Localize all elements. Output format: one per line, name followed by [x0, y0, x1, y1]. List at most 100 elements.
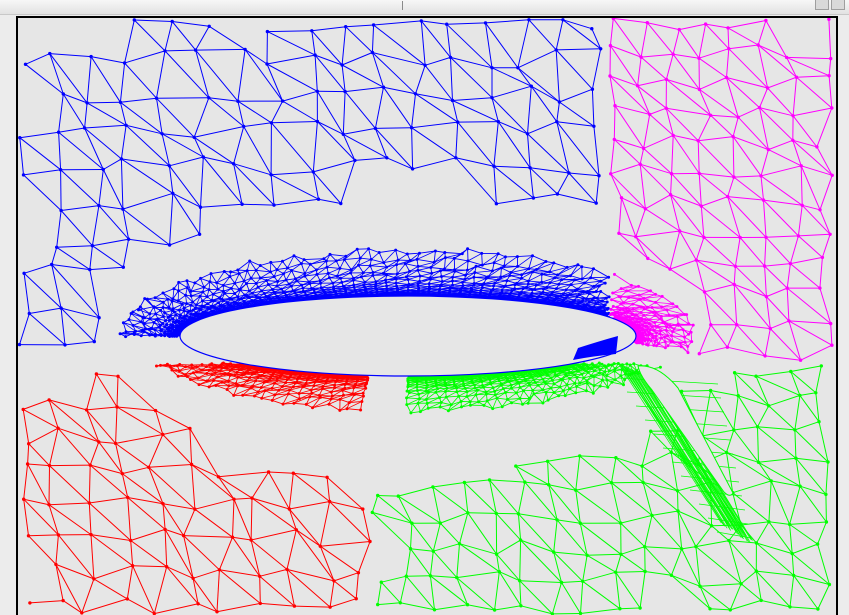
mesh-edge — [200, 273, 212, 279]
mesh-edge — [291, 270, 305, 274]
mesh-node — [353, 288, 357, 292]
mesh-edge — [267, 30, 312, 33]
mesh-edge — [698, 24, 707, 59]
mesh-node — [134, 329, 138, 333]
mesh-node — [254, 294, 258, 298]
mesh-node — [269, 270, 272, 274]
mesh-edge — [429, 287, 440, 290]
mesh-node — [344, 254, 348, 258]
mesh-node — [148, 312, 152, 316]
mesh-node — [599, 279, 603, 283]
mesh-node — [177, 289, 180, 293]
mesh-node — [505, 279, 509, 283]
mesh-edge — [672, 29, 680, 55]
mesh-node — [235, 301, 239, 305]
mesh-edge — [452, 276, 465, 280]
minimize-button[interactable] — [815, 0, 829, 10]
mesh-node — [665, 308, 669, 312]
mesh-node — [294, 277, 297, 281]
mesh-edge — [64, 341, 95, 346]
mesh-edge — [501, 267, 511, 273]
mesh-node — [691, 323, 695, 327]
mesh-node — [534, 283, 538, 287]
mesh-edge — [276, 261, 283, 270]
mesh-edge — [375, 127, 412, 129]
mesh-edge — [532, 255, 547, 262]
mesh-node — [172, 320, 175, 324]
mesh-node — [597, 284, 601, 288]
mesh-edge — [242, 203, 275, 206]
mesh-node — [271, 288, 274, 291]
mesh-edge — [92, 238, 129, 247]
mesh-node — [188, 315, 192, 319]
mesh-node — [275, 294, 279, 298]
mesh-node — [200, 304, 204, 308]
mesh-canvas[interactable] — [16, 16, 838, 615]
mesh-node — [394, 281, 398, 285]
mesh-edge — [516, 282, 529, 285]
mesh-node — [314, 268, 318, 272]
mesh-node — [619, 302, 623, 306]
mesh-node — [148, 317, 152, 321]
mesh-node — [535, 268, 538, 271]
mesh-edge — [266, 280, 278, 282]
mesh-edge — [368, 248, 380, 253]
mesh-edge — [417, 285, 430, 288]
mesh-node — [443, 256, 447, 260]
mesh-node — [654, 334, 658, 338]
mesh-node — [660, 294, 664, 298]
mesh-node — [339, 201, 343, 206]
mesh-edge — [590, 276, 609, 279]
mesh-edge — [727, 27, 759, 46]
mesh-node — [248, 259, 252, 263]
mesh-node — [451, 283, 455, 287]
window-title-bar — [0, 0, 849, 15]
mesh-edge — [439, 287, 451, 290]
mesh-node — [245, 282, 248, 286]
mesh-edge — [208, 25, 246, 50]
mesh-node — [191, 300, 195, 304]
mesh-node — [245, 269, 249, 273]
mesh-node — [154, 312, 158, 316]
mesh-edge — [612, 18, 642, 58]
mesh-node — [642, 307, 646, 311]
mesh-edge — [641, 53, 674, 58]
mesh-edge — [23, 272, 62, 309]
mesh-node — [637, 320, 641, 324]
mesh-edge — [244, 48, 268, 65]
mesh-node — [576, 263, 580, 267]
mesh-node — [615, 305, 619, 309]
mesh-node — [172, 287, 176, 291]
mesh-node — [499, 266, 503, 270]
mesh-edge — [373, 20, 422, 26]
mesh-node — [631, 302, 635, 306]
mesh-node — [594, 302, 598, 306]
mesh-node — [443, 251, 447, 254]
mesh-edge — [345, 24, 374, 28]
mesh-node — [464, 273, 467, 277]
mesh-node — [561, 292, 565, 296]
mesh-edge — [614, 274, 632, 286]
mesh-node — [594, 290, 598, 293]
mesh-node — [225, 301, 229, 304]
mesh-node — [175, 319, 178, 323]
mesh-node — [177, 308, 181, 312]
mesh-node — [439, 269, 442, 273]
mesh-node — [210, 304, 214, 308]
mesh-node — [352, 276, 355, 280]
mesh-node — [169, 329, 173, 333]
mesh-node — [342, 258, 346, 262]
mesh-edge — [411, 127, 457, 159]
mesh-node — [189, 312, 193, 316]
mesh-node — [161, 300, 165, 304]
mesh-node — [416, 264, 420, 268]
mesh-edge — [672, 53, 700, 90]
mesh-edge — [609, 18, 614, 46]
mesh-edge — [169, 233, 200, 246]
mesh-edge — [122, 209, 130, 240]
close-button[interactable] — [831, 0, 845, 10]
mesh-edge — [233, 163, 243, 205]
mesh-edge — [360, 257, 372, 260]
mesh-node — [666, 334, 670, 338]
mesh-node — [182, 309, 186, 313]
